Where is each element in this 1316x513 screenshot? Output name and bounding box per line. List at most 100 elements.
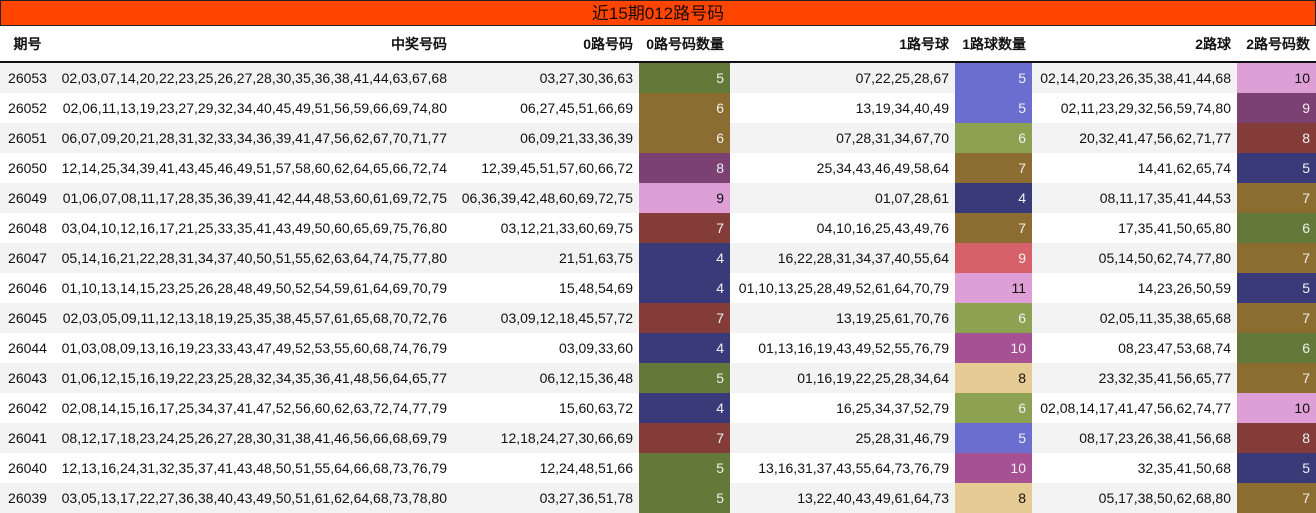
winning-numbers-cell: 03,04,10,12,16,17,21,25,33,35,41,43,49,5… (55, 213, 453, 243)
route1-count-cell: 4 (955, 183, 1032, 213)
winning-numbers-cell: 01,10,13,14,15,23,25,26,28,48,49,50,52,5… (55, 273, 453, 303)
header-route1-count[interactable]: 1路球数量 (955, 26, 1032, 63)
route0-numbers-cell: 15,48,54,69 (453, 273, 639, 303)
route1-numbers-cell: 16,25,34,37,52,79 (730, 393, 955, 423)
route2-count-cell: 7 (1237, 303, 1316, 333)
table-title: 近15期012路号码 (0, 0, 1316, 26)
route0-numbers-cell: 03,09,12,18,45,57,72 (453, 303, 639, 333)
header-issue[interactable]: 期号 (0, 26, 55, 63)
table-row[interactable]: 26041 08,12,17,18,23,24,25,26,27,28,30,31… (0, 423, 1316, 453)
winning-numbers-cell: 01,03,08,09,13,16,19,23,33,43,47,49,52,5… (55, 333, 453, 363)
route1-count-cell: 6 (955, 393, 1032, 423)
winning-numbers-cell: 03,05,13,17,22,27,36,38,40,43,49,50,51,6… (55, 483, 453, 513)
route2-numbers-cell: 14,41,62,65,74 (1032, 153, 1237, 183)
route2-count-cell: 5 (1237, 153, 1316, 183)
route1-numbers-cell: 13,19,34,40,49 (730, 93, 955, 123)
table-row[interactable]: 26040 12,13,16,24,31,32,35,37,41,43,48,50… (0, 453, 1316, 483)
route1-count-cell: 7 (955, 213, 1032, 243)
issue-cell: 26049 (0, 183, 55, 213)
issue-cell: 26044 (0, 333, 55, 363)
winning-numbers-cell: 08,12,17,18,23,24,25,26,27,28,30,31,38,4… (55, 423, 453, 453)
issue-cell: 26053 (0, 62, 55, 93)
route2-numbers-cell: 02,05,11,35,38,65,68 (1032, 303, 1237, 333)
route1-numbers-cell: 25,28,31,46,79 (730, 423, 955, 453)
header-row: 期号 中奖号码 0路号码 0路号码数量 1路号球 1路球数量 2路球 2路号码数 (0, 26, 1316, 63)
header-route2-numbers[interactable]: 2路球 (1032, 26, 1237, 63)
route0-numbers-cell: 12,24,48,51,66 (453, 453, 639, 483)
winning-numbers-cell: 12,14,25,34,39,41,43,45,46,49,51,57,58,6… (55, 153, 453, 183)
route2-count-cell: 8 (1237, 423, 1316, 453)
route1-count-cell: 5 (955, 93, 1032, 123)
route0-count-cell: 5 (639, 483, 730, 513)
route0-numbers-cell: 06,36,39,42,48,60,69,72,75 (453, 183, 639, 213)
table-row[interactable]: 26044 01,03,08,09,13,16,19,23,33,43,47,49… (0, 333, 1316, 363)
header-route0-numbers[interactable]: 0路号码 (453, 26, 639, 63)
table-row[interactable]: 26049 01,06,07,08,11,17,28,35,36,39,41,42… (0, 183, 1316, 213)
route0-count-cell: 6 (639, 123, 730, 153)
route1-count-cell: 5 (955, 62, 1032, 93)
issue-cell: 26052 (0, 93, 55, 123)
table-row[interactable]: 26051 06,07,09,20,21,28,31,32,33,34,36,39… (0, 123, 1316, 153)
route1-count-cell: 8 (955, 483, 1032, 513)
route0-numbers-cell: 12,39,45,51,57,60,66,72 (453, 153, 639, 183)
route2-count-cell: 8 (1237, 123, 1316, 153)
route1-count-cell: 10 (955, 453, 1032, 483)
route2-count-cell: 6 (1237, 333, 1316, 363)
route0-count-cell: 5 (639, 62, 730, 93)
route0-numbers-cell: 06,27,45,51,66,69 (453, 93, 639, 123)
route0-numbers-cell: 06,09,21,33,36,39 (453, 123, 639, 153)
route2-numbers-cell: 05,14,50,62,74,77,80 (1032, 243, 1237, 273)
route2-count-cell: 9 (1237, 93, 1316, 123)
header-route1-numbers[interactable]: 1路号球 (730, 26, 955, 63)
route1-count-cell: 5 (955, 423, 1032, 453)
route0-numbers-cell: 03,27,36,51,78 (453, 483, 639, 513)
route0-numbers-cell: 03,12,21,33,60,69,75 (453, 213, 639, 243)
table-row[interactable]: 26042 02,08,14,15,16,17,25,34,37,41,47,52… (0, 393, 1316, 423)
winning-numbers-cell: 02,06,11,13,19,23,27,29,32,34,40,45,49,5… (55, 93, 453, 123)
route0-count-cell: 5 (639, 363, 730, 393)
route2-numbers-cell: 08,11,17,35,41,44,53 (1032, 183, 1237, 213)
route0-count-cell: 7 (639, 423, 730, 453)
route0-count-cell: 7 (639, 213, 730, 243)
route1-count-cell: 7 (955, 153, 1032, 183)
route0-numbers-cell: 06,12,15,36,48 (453, 363, 639, 393)
route1-count-cell: 6 (955, 303, 1032, 333)
route1-numbers-cell: 01,07,28,61 (730, 183, 955, 213)
header-route2-count[interactable]: 2路号码数 (1237, 26, 1316, 63)
route2-numbers-cell: 32,35,41,50,68 (1032, 453, 1237, 483)
table-row[interactable]: 26047 05,14,16,21,22,28,31,34,37,40,50,51… (0, 243, 1316, 273)
header-winning-numbers[interactable]: 中奖号码 (55, 26, 453, 63)
route0-count-cell: 6 (639, 93, 730, 123)
route0-count-cell: 4 (639, 273, 730, 303)
route2-numbers-cell: 08,17,23,26,38,41,56,68 (1032, 423, 1237, 453)
route1-count-cell: 8 (955, 363, 1032, 393)
table-row[interactable]: 26043 01,06,12,15,16,19,22,23,25,28,32,34… (0, 363, 1316, 393)
route0-numbers-cell: 03,27,30,36,63 (453, 62, 639, 93)
table-row[interactable]: 26046 01,10,13,14,15,23,25,26,28,48,49,50… (0, 273, 1316, 303)
table-row[interactable]: 26050 12,14,25,34,39,41,43,45,46,49,51,57… (0, 153, 1316, 183)
route0-count-cell: 8 (639, 153, 730, 183)
issue-cell: 26050 (0, 153, 55, 183)
issue-cell: 26047 (0, 243, 55, 273)
route2-numbers-cell: 05,17,38,50,62,68,80 (1032, 483, 1237, 513)
route2-numbers-cell: 20,32,41,47,56,62,71,77 (1032, 123, 1237, 153)
table-row[interactable]: 26048 03,04,10,12,16,17,21,25,33,35,41,43… (0, 213, 1316, 243)
route2-numbers-cell: 23,32,35,41,56,65,77 (1032, 363, 1237, 393)
table-row[interactable]: 26039 03,05,13,17,22,27,36,38,40,43,49,50… (0, 483, 1316, 513)
route1-numbers-cell: 13,22,40,43,49,61,64,73 (730, 483, 955, 513)
route2-numbers-cell: 02,08,14,17,41,47,56,62,74,77 (1032, 393, 1237, 423)
table-row[interactable]: 26052 02,06,11,13,19,23,27,29,32,34,40,45… (0, 93, 1316, 123)
route2-numbers-cell: 02,14,20,23,26,35,38,41,44,68 (1032, 62, 1237, 93)
header-route0-count[interactable]: 0路号码数量 (639, 26, 730, 63)
route0-count-cell: 4 (639, 333, 730, 363)
route1-numbers-cell: 25,34,43,46,49,58,64 (730, 153, 955, 183)
issue-cell: 26046 (0, 273, 55, 303)
winning-numbers-cell: 05,14,16,21,22,28,31,34,37,40,50,51,55,6… (55, 243, 453, 273)
issue-cell: 26040 (0, 453, 55, 483)
issue-cell: 26048 (0, 213, 55, 243)
route1-numbers-cell: 01,10,13,25,28,49,52,61,64,70,79 (730, 273, 955, 303)
route1-count-cell: 9 (955, 243, 1032, 273)
table-row[interactable]: 26045 02,03,05,09,11,12,13,18,19,25,35,38… (0, 303, 1316, 333)
route0-numbers-cell: 12,18,24,27,30,66,69 (453, 423, 639, 453)
table-row[interactable]: 26053 02,03,07,14,20,22,23,25,26,27,28,30… (0, 62, 1316, 93)
